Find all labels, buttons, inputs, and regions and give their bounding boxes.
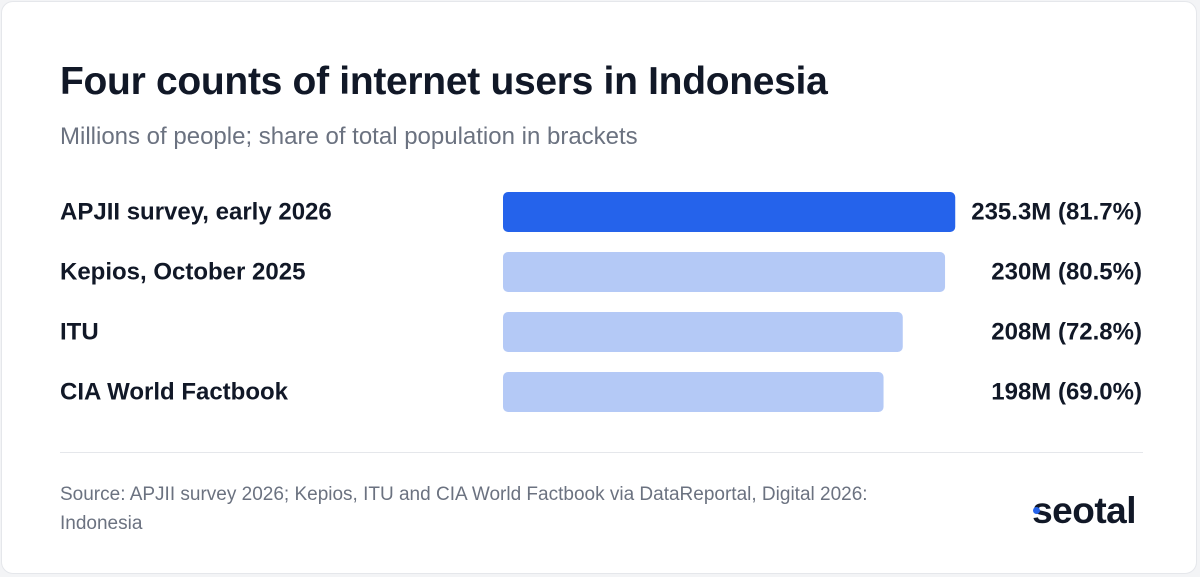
chart-subtitle: Millions of people; share of total popul… [60,123,638,150]
bar [503,372,884,412]
logo-dot-icon [1033,507,1041,514]
logo-mark: seotal [1032,490,1136,532]
source-note: Source: APJII survey 2026; Kepios, ITU a… [60,484,868,534]
bar [503,312,903,352]
chart-title: Four counts of internet users in Indones… [60,60,828,103]
value-label: 208M (72.8%) [991,319,1142,346]
brand-logo: seotal [1032,490,1136,532]
value-label: 198M (69.0%) [991,379,1142,406]
logo-text: seotal [1032,490,1136,531]
category-label: APJII survey, early 2026 [60,199,332,226]
category-label: Kepios, October 2025 [60,259,305,286]
value-label: 230M (80.5%) [991,259,1142,286]
category-label: ITU [60,319,99,346]
value-label: 235.3M (81.7%) [971,199,1142,226]
category-label: CIA World Factbook [60,379,289,406]
bar [503,252,946,292]
bar [503,192,956,232]
footer-divider [60,452,1143,453]
